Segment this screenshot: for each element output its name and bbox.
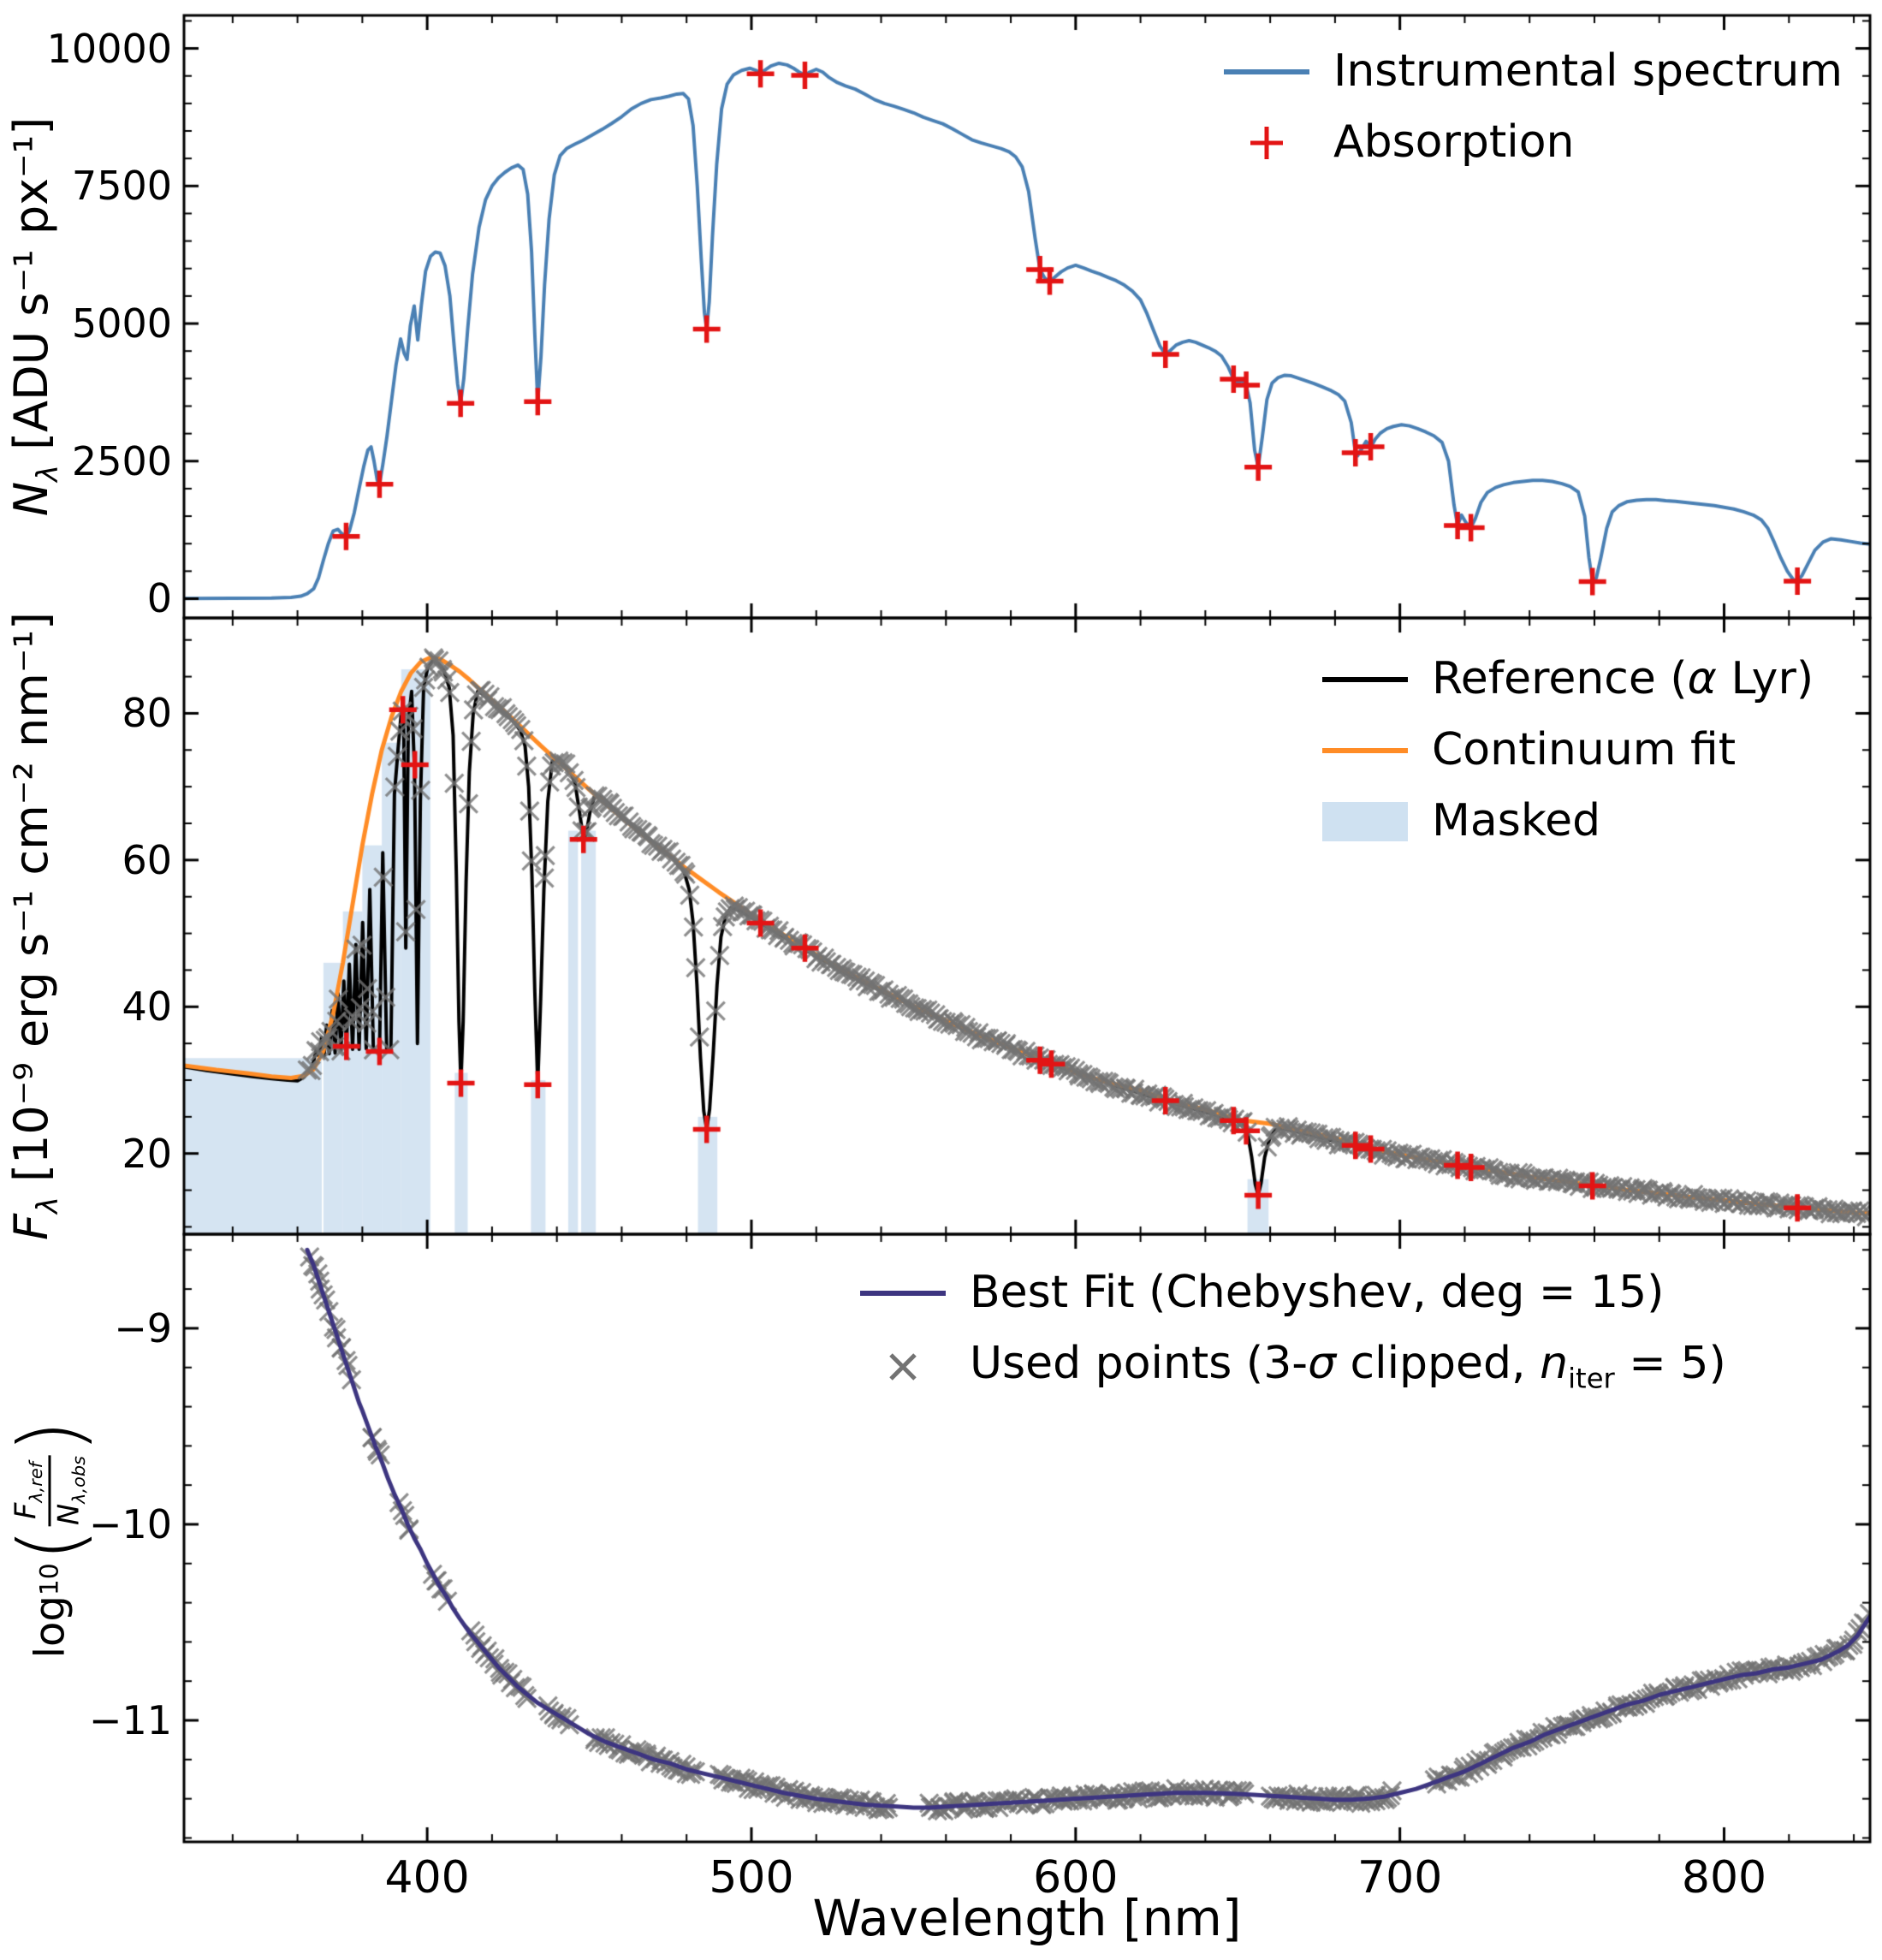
ylabel-subscript: λ [30, 1197, 64, 1215]
legend-entry: Used points (3-σ clipped, niter = 5) [860, 1339, 1726, 1394]
y-tick-label: 10000 [46, 25, 172, 72]
denominator-subscript: λ,obs [68, 1456, 90, 1504]
y-tick-label: 5000 [71, 300, 172, 347]
denominator-variable: N [51, 1503, 86, 1525]
line-sample-icon [860, 1290, 946, 1296]
legend-bottom-panel: Best Fit (Chebyshev, deg = 15) Used point… [860, 1268, 1726, 1394]
legend-label: Masked [1432, 795, 1601, 847]
legend-entry: Instrumental spectrum [1224, 45, 1843, 97]
x-tick-label: 700 [1357, 1852, 1443, 1904]
legend-label: Reference (α Lyr) [1432, 653, 1814, 704]
y-tick-label: −10 [88, 1500, 172, 1547]
ratio-fraction: Fλ,ref Nλ,obs [9, 1454, 90, 1526]
ylabel-variable: F [4, 1214, 59, 1241]
plus-marker-icon [1224, 123, 1309, 163]
x-tick-label: 400 [384, 1852, 470, 1904]
legend-label: Absorption [1333, 116, 1575, 169]
x-axis-label: Wavelength [nm] [812, 1889, 1242, 1947]
y-tick-label: −9 [114, 1304, 172, 1351]
ylabel-units: [ADU s⁻¹ px⁻¹] [4, 116, 59, 466]
legend-label: Used points (3-σ clipped, niter = 5) [970, 1338, 1726, 1395]
legend-entry: Best Fit (Chebyshev, deg = 15) [860, 1268, 1726, 1317]
numerator-variable: F [9, 1502, 43, 1519]
legend-label: Continuum fit [1432, 724, 1737, 776]
x-marker-icon [860, 1347, 946, 1387]
y-tick-label: 60 [122, 836, 172, 883]
y-tick-label: 2500 [71, 437, 172, 484]
legend-entry: Masked [1322, 797, 1814, 846]
x-tick-label: 500 [709, 1852, 794, 1904]
y-tick-label: 40 [122, 983, 172, 1030]
line-sample-icon [1322, 747, 1408, 753]
y-tick-label: 20 [122, 1130, 172, 1177]
x-tick-label: 600 [1033, 1852, 1119, 1904]
line-sample-icon [1224, 68, 1309, 74]
y-tick-label: 7500 [71, 163, 172, 210]
ylabel-function: log [26, 1595, 74, 1659]
legend-entry: Reference (α Lyr) [1322, 653, 1814, 704]
y-axis-label-ratio: log 10(Fλ,ref Nλ,obs) [0, 1419, 100, 1659]
y-tick-label: 80 [122, 690, 172, 737]
legend-middle-panel: Reference (α Lyr) Continuum fit Masked [1322, 653, 1814, 846]
legend-top-panel: Instrumental spectrum Absorption [1224, 45, 1843, 167]
ylabel-variable: N [4, 481, 59, 517]
x-tick-label: 800 [1681, 1852, 1767, 1904]
y-tick-label: 0 [146, 575, 172, 622]
y-axis-label-counts: Nλ [ADU s⁻¹ px⁻¹] [4, 117, 64, 517]
legend-label: Instrumental spectrum [1333, 45, 1843, 97]
line-sample-icon [1322, 676, 1408, 682]
masked-patch-icon [1322, 801, 1408, 841]
ylabel-units: [10⁻⁹ erg s⁻¹ cm⁻² nm⁻¹] [4, 611, 59, 1197]
legend-label: Best Fit (Chebyshev, deg = 15) [970, 1267, 1665, 1318]
y-tick-label: −11 [88, 1697, 172, 1743]
y-axis-label-flux: Fλ [10⁻⁹ erg s⁻¹ cm⁻² nm⁻¹] [4, 612, 64, 1240]
legend-entry: Continuum fit [1322, 726, 1814, 775]
numerator-subscript: λ,ref [26, 1461, 47, 1503]
legend-entry: Absorption [1224, 118, 1843, 167]
ylabel-subscript: λ [30, 465, 64, 482]
ylabel-function-subscript: 10 [34, 1563, 65, 1596]
